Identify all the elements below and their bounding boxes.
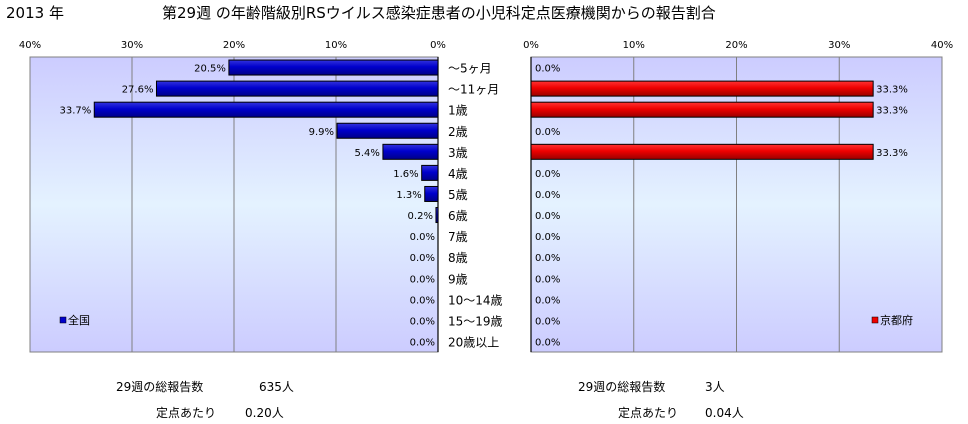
- category-label: 6歳: [448, 209, 468, 223]
- kyoto-data-label: 0.0%: [535, 169, 560, 180]
- national-x-tick-label: 20%: [223, 40, 245, 51]
- national-data-label: 0.0%: [410, 337, 435, 348]
- national-data-label: 0.0%: [410, 295, 435, 306]
- category-label: 20歳以上: [448, 335, 499, 349]
- kyoto-data-label: 0.0%: [535, 295, 560, 306]
- kyoto-legend-swatch: [871, 316, 879, 324]
- kyoto-data-label: 33.3%: [876, 106, 908, 117]
- kyoto-bar: [530, 80, 874, 97]
- kyoto-legend-label: 京都府: [880, 313, 913, 327]
- national-data-label: 5.4%: [355, 148, 380, 159]
- kyoto-total-label: 29週の総報告数: [578, 380, 666, 394]
- kyoto-x-tick-label: 30%: [828, 40, 850, 51]
- kyoto-data-label: 0.0%: [535, 337, 560, 348]
- category-label: 10～14歳: [448, 293, 503, 307]
- national-x-tick-label: 30%: [121, 40, 143, 51]
- national-bar: [228, 59, 439, 76]
- national-total-label: 29週の総報告数: [116, 380, 204, 394]
- national-bar: [382, 143, 439, 160]
- category-label: ～11ヶ月: [448, 83, 499, 97]
- kyoto-data-label: 0.0%: [535, 127, 560, 138]
- kyoto-data-label: 0.0%: [535, 211, 560, 222]
- national-bar: [421, 164, 439, 181]
- national-bar: [336, 122, 439, 139]
- national-bar: [424, 185, 439, 202]
- national-legend-swatch: [59, 316, 67, 324]
- national-data-label: 33.7%: [59, 106, 91, 117]
- national-data-label: 0.0%: [410, 316, 435, 327]
- kyoto-total-value: 3人: [705, 380, 725, 394]
- kyoto-data-label: 0.0%: [535, 253, 560, 264]
- category-label: 8歳: [448, 251, 468, 265]
- national-x-tick-label: 40%: [19, 40, 41, 51]
- national-x-tick-label: 10%: [325, 40, 347, 51]
- national-data-label: 9.9%: [309, 127, 334, 138]
- kyoto-data-label: 0.0%: [535, 316, 560, 327]
- category-label: 4歳: [448, 167, 468, 181]
- national-data-label: 0.2%: [408, 211, 433, 222]
- kyoto-x-tick-label: 40%: [931, 40, 953, 51]
- category-label: ～5ヶ月: [448, 62, 492, 76]
- kyoto-x-tick-label: 10%: [623, 40, 645, 51]
- national-data-label: 1.3%: [396, 190, 421, 201]
- kyoto-data-label: 33.3%: [876, 85, 908, 96]
- kyoto-x-tick-label: 0%: [523, 40, 539, 51]
- category-label: 3歳: [448, 146, 468, 160]
- kyoto-data-label: 33.3%: [876, 148, 908, 159]
- national-bar: [155, 80, 439, 97]
- kyoto-data-label: 0.0%: [535, 190, 560, 201]
- national-data-label: 0.0%: [410, 232, 435, 243]
- chart-title: 第29週 の年齢階級別RSウイルス感染症患者の小児科定点医療機関からの報告割合: [162, 4, 716, 22]
- national-data-label: 1.6%: [393, 169, 418, 180]
- kyoto-bar: [530, 143, 874, 160]
- national-legend-label: 全国: [68, 313, 90, 327]
- national-per-value: 0.20人: [245, 406, 284, 420]
- kyoto-data-label: 0.0%: [535, 232, 560, 243]
- year-label: 2013 年: [6, 4, 64, 22]
- category-labels: ～5ヶ月 ～11ヶ月 1歳 2歳 3歳 4歳 5歳 6歳 7歳 8歳 9歳 10～14歳 15～19歳 2…: [448, 62, 503, 350]
- category-label: 2歳: [448, 125, 468, 139]
- national-per-label: 定点あたり: [156, 406, 217, 420]
- national-data-label: 27.6%: [122, 85, 154, 96]
- kyoto-per-label: 定点あたり: [618, 406, 679, 420]
- national-data-label: 20.5%: [194, 64, 226, 75]
- national-bar: [435, 207, 439, 224]
- national-data-label: 0.0%: [410, 253, 435, 264]
- kyoto-x-tick-label: 20%: [725, 40, 747, 51]
- right-chart: 0% 10% 20% 30% 40% 0.0% 33.3% 33.3% 0.0% 33.3% 0.0…: [523, 40, 953, 353]
- category-label: 1歳: [448, 104, 468, 118]
- kyoto-data-label: 0.0%: [535, 64, 560, 75]
- kyoto-bar: [530, 101, 874, 118]
- kyoto-per-value: 0.04人: [705, 406, 744, 420]
- left-chart: 40% 30% 20% 10% 0% 20.5% 27.6% 33.7% 9.9% 5.4% 1.6…: [19, 40, 446, 353]
- category-label: 5歳: [448, 188, 468, 202]
- national-bar: [93, 101, 439, 118]
- national-total-value: 635人: [259, 380, 294, 394]
- category-label: 9歳: [448, 272, 468, 286]
- national-data-label: 0.0%: [410, 274, 435, 285]
- category-label: 7歳: [448, 230, 468, 244]
- national-x-tick-label: 0%: [430, 40, 446, 51]
- category-label: 15～19歳: [448, 314, 503, 328]
- kyoto-data-label: 0.0%: [535, 274, 560, 285]
